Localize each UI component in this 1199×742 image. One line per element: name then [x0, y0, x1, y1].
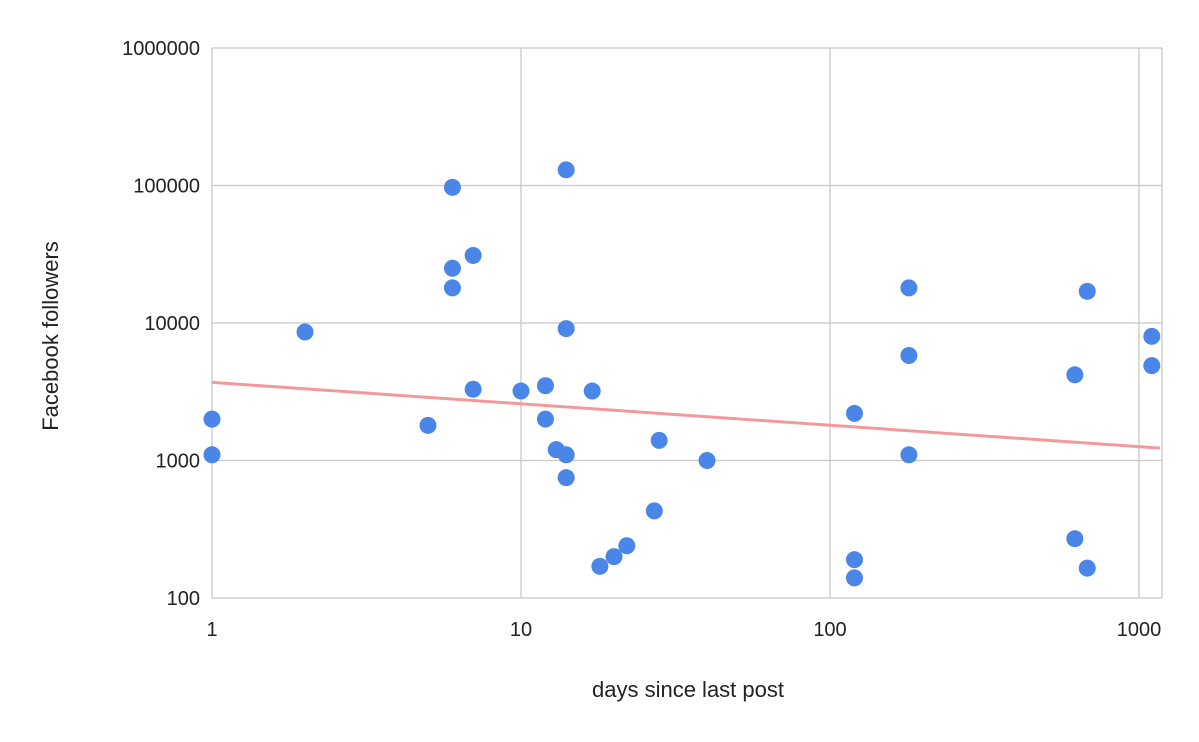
- data-point: [536, 410, 554, 428]
- data-point: [845, 404, 863, 422]
- data-point: [1066, 530, 1084, 548]
- data-point: [583, 382, 601, 400]
- data-point: [536, 377, 554, 395]
- data-point: [1066, 366, 1084, 384]
- data-point: [512, 382, 530, 400]
- grid: [211, 47, 1163, 599]
- trendline: [211, 380, 1161, 450]
- data-point: [645, 502, 663, 520]
- data-point: [1078, 559, 1096, 577]
- y-tick-label: 10000: [144, 313, 200, 335]
- y-axis-ticks: 100 1000 10000 100000 1000000: [122, 38, 200, 610]
- data-point: [900, 347, 918, 365]
- data-point: [1143, 357, 1161, 375]
- y-tick-label: 1000: [156, 451, 201, 473]
- x-tick-label: 1000: [1117, 619, 1162, 641]
- data-point: [557, 446, 575, 464]
- data-point: [557, 469, 575, 487]
- y-tick-label: 100: [167, 588, 200, 610]
- y-tick-label: 1000000: [122, 38, 200, 60]
- x-tick-label: 100: [813, 619, 846, 641]
- x-tick-label: 10: [510, 619, 532, 641]
- data-point: [618, 537, 636, 555]
- data-point: [557, 320, 575, 338]
- data-point: [296, 323, 314, 341]
- data-points: [203, 161, 1161, 587]
- data-point: [464, 380, 482, 398]
- data-point: [1143, 327, 1161, 345]
- y-tick-label: 100000: [133, 176, 200, 198]
- data-point: [1078, 282, 1096, 300]
- data-point: [900, 446, 918, 464]
- trendline-group: [211, 380, 1161, 450]
- y-axis-title: Facebook followers: [38, 241, 63, 431]
- data-point: [443, 178, 461, 196]
- data-point: [900, 279, 918, 297]
- x-tick-label: 1: [206, 619, 217, 641]
- data-point: [698, 452, 716, 469]
- x-axis-ticks: 1 10 100 1000: [206, 619, 1161, 641]
- data-point: [557, 161, 575, 179]
- data-point: [443, 259, 461, 277]
- data-point: [845, 551, 863, 569]
- data-point: [845, 569, 863, 587]
- data-point: [650, 431, 668, 449]
- data-point: [464, 246, 482, 264]
- data-point: [605, 548, 623, 566]
- data-point: [443, 279, 461, 297]
- data-point: [419, 416, 437, 434]
- data-point: [203, 446, 221, 464]
- data-point: [591, 557, 609, 575]
- x-axis-title: days since last post: [592, 677, 784, 702]
- data-point: [203, 410, 221, 428]
